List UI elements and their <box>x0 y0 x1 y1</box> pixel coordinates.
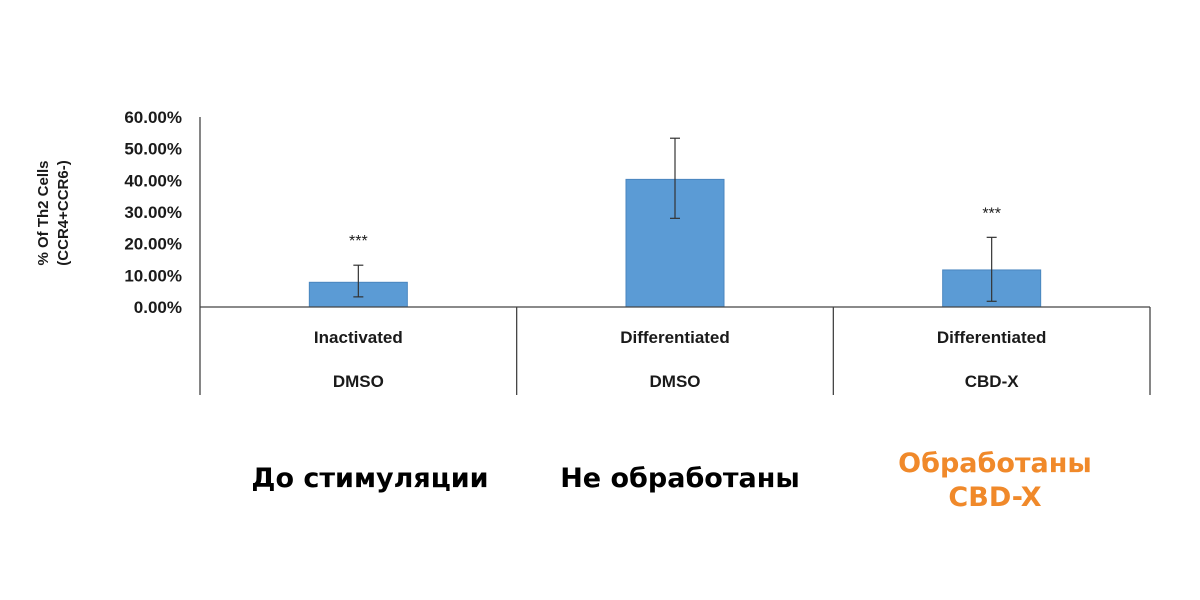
category-label-line2: CBD-X <box>965 372 1019 391</box>
y-tick-label: 40.00% <box>124 171 182 190</box>
error-bar <box>353 264 364 298</box>
error-bars <box>353 137 997 302</box>
caption-treated-cbd-x: Обработаны CBD-X <box>898 448 1092 513</box>
category-label-line2: DMSO <box>333 372 384 391</box>
significance-marker: *** <box>349 233 368 250</box>
caption-untreated: Не обработаны <box>560 463 800 494</box>
y-tick-label: 60.00% <box>124 108 182 127</box>
category-label-line1: Inactivated <box>314 328 403 347</box>
y-axis-title: % Of Th2 Cells (CCR4+CCR6-) <box>35 160 72 265</box>
category-label-line1: Differentiated <box>937 328 1047 347</box>
error-bar <box>986 236 997 302</box>
significance-markers: *** *** <box>349 205 1001 250</box>
category-labels: Inactivated DMSO Differentiated DMSO Differe… <box>314 328 1047 391</box>
category-label-line2: DMSO <box>650 372 701 391</box>
y-tick-label: 20.00% <box>124 235 182 254</box>
caption-before-stimulation: До стимуляции <box>251 463 489 494</box>
axes <box>199 117 1151 395</box>
category-label-line1: Differentiated <box>620 328 730 347</box>
y-axis-title-line2: (CCR4+CCR6-) <box>55 160 72 265</box>
y-tick-label: 10.00% <box>124 266 182 285</box>
y-tick-label: 30.00% <box>124 203 182 222</box>
y-axis-title-line1: % Of Th2 Cells <box>35 160 52 265</box>
y-tick-label: 50.00% <box>124 140 182 159</box>
significance-marker: *** <box>982 205 1001 222</box>
y-tick-label: 0.00% <box>134 298 182 317</box>
error-bar <box>670 137 680 219</box>
y-tick-labels: 0.00% 10.00% 20.00% 30.00% 40.00% 50.00% 60.00… <box>124 108 182 317</box>
